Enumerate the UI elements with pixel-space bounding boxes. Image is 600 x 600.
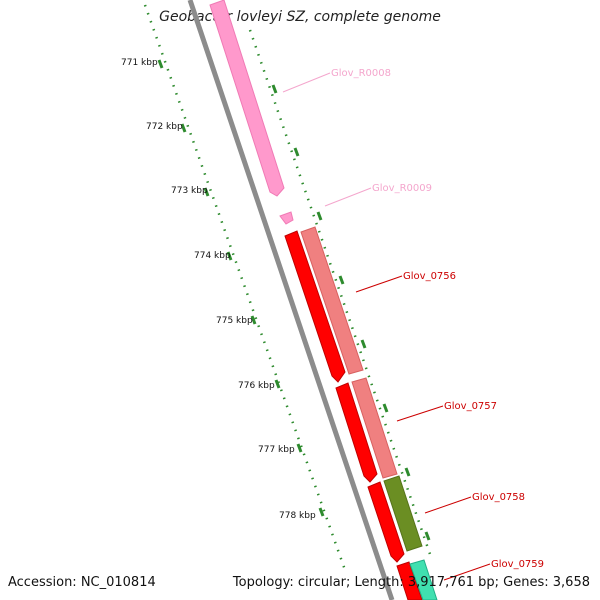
gene-label-glov-0758: Glov_0758 bbox=[472, 492, 525, 503]
feature-glov-0756 bbox=[284, 230, 346, 383]
kbp-label: 776 kbp bbox=[238, 381, 275, 391]
feature-glov-0757-shadow bbox=[351, 377, 398, 479]
feature-glov-0758 bbox=[367, 481, 405, 563]
major-ticks-left bbox=[157, 59, 325, 517]
gene-label-glov-r0009: Glov_R0009 bbox=[372, 183, 432, 194]
major-ticks-right bbox=[271, 84, 431, 541]
accession-text: Accession: NC_010814 bbox=[8, 575, 156, 590]
feature-glov-0758-olive bbox=[383, 475, 423, 552]
feature-teal bbox=[409, 559, 438, 600]
kbp-label: 774 kbp bbox=[194, 251, 231, 261]
gene-labels: Glov_R0008 Glov_R0009 Glov_0756 Glov_075… bbox=[331, 68, 544, 570]
kbp-labels: 771 kbp 772 kbp 773 kbp 774 kbp 775 kbp … bbox=[121, 58, 316, 521]
gene-leader-lines bbox=[282, 72, 491, 581]
feature-glov-r0008 bbox=[209, 0, 285, 197]
gene-label-glov-0757: Glov_0757 bbox=[444, 401, 497, 412]
gene-label-glov-0759: Glov_0759 bbox=[491, 559, 544, 570]
feature-glov-r0009 bbox=[279, 211, 294, 225]
genome-backbone bbox=[187, 0, 395, 600]
kbp-label: 775 kbp bbox=[216, 316, 253, 326]
kbp-label: 778 kbp bbox=[279, 511, 316, 521]
tick-track-right bbox=[248, 29, 434, 561]
gene-label-glov-r0008: Glov_R0008 bbox=[331, 68, 391, 79]
feature-glov-0756-shadow bbox=[300, 226, 364, 375]
kbp-label: 771 kbp bbox=[121, 58, 158, 68]
kbp-label: 773 kbp bbox=[171, 186, 208, 196]
feature-glov-0757 bbox=[335, 382, 378, 483]
feature-glov-0759 bbox=[396, 561, 423, 600]
kbp-label: 777 kbp bbox=[258, 445, 295, 455]
kbp-label: 772 kbp bbox=[146, 122, 183, 132]
topology-text: Topology: circular; Length: 3,917,761 bp… bbox=[232, 575, 590, 590]
gene-label-glov-0756: Glov_0756 bbox=[403, 271, 456, 282]
